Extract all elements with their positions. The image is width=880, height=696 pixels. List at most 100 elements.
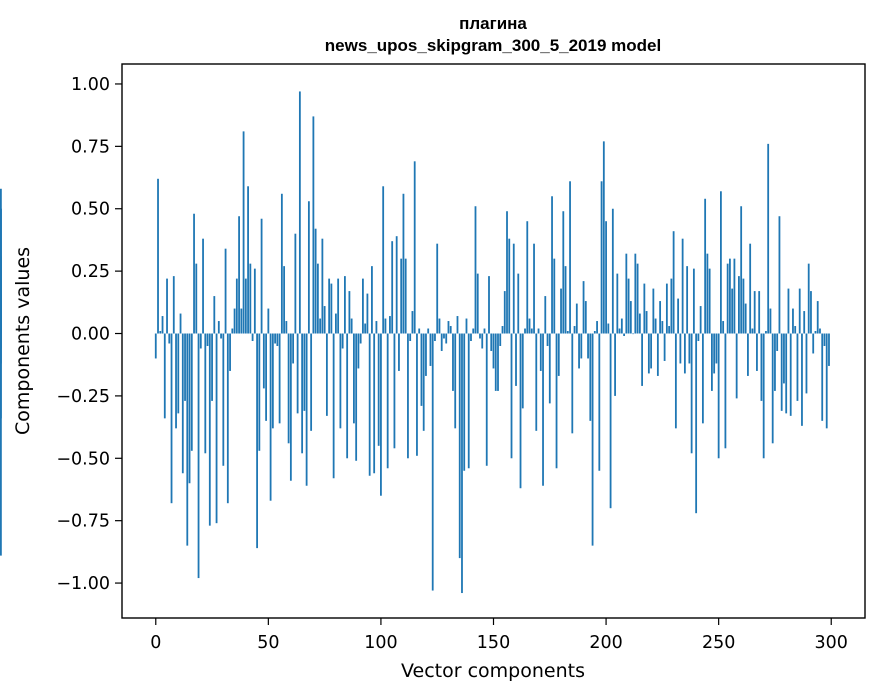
bar-264 <box>749 243 752 334</box>
bar-92 <box>362 278 364 334</box>
bar-15 <box>188 333 191 484</box>
bar-208 <box>623 333 625 337</box>
bar-281 <box>787 288 790 334</box>
bar-137 <box>463 333 466 471</box>
bar-254 <box>726 263 729 334</box>
bar-94 <box>366 293 369 334</box>
bar-183 <box>566 331 569 334</box>
bar-86 <box>348 291 351 334</box>
bar-148 <box>488 276 490 334</box>
y-tick-label: −1.00 <box>56 574 110 594</box>
y-axis-label: Components values <box>12 247 34 435</box>
bar-284 <box>794 326 797 334</box>
bar-133 <box>454 333 457 429</box>
bar-268 <box>758 291 761 334</box>
bar-230 <box>672 231 675 334</box>
bar-177 <box>553 258 556 334</box>
bar-250 <box>717 333 720 459</box>
bar-124 <box>434 333 436 341</box>
bar-201 <box>607 323 610 334</box>
bar-288 <box>803 311 806 334</box>
bar-12 <box>181 333 184 474</box>
bar-203 <box>611 208 614 334</box>
y-tick-label: −0.75 <box>56 512 110 532</box>
bar-22 <box>204 333 207 454</box>
bar-231 <box>674 333 677 429</box>
bar-190 <box>582 281 585 334</box>
bar-46 <box>258 333 261 451</box>
bar-60 <box>289 333 292 481</box>
bar-5 <box>166 278 168 334</box>
bar-236 <box>686 266 689 334</box>
bar-215 <box>638 313 641 334</box>
bar-156 <box>506 211 508 334</box>
bar-102 <box>384 318 387 334</box>
bar-141 <box>472 328 475 334</box>
bar-224 <box>659 301 662 334</box>
bar-196 <box>596 321 598 334</box>
bar-101 <box>382 186 385 334</box>
bar-145 <box>481 333 484 349</box>
bar-151 <box>494 333 497 391</box>
bar-218 <box>645 311 648 334</box>
bar-266 <box>753 291 756 334</box>
bar-23 <box>206 333 209 346</box>
bar-175 <box>548 333 551 404</box>
bar-276 <box>776 333 779 351</box>
bar-289 <box>805 333 808 394</box>
bar-78 <box>330 283 333 334</box>
bar-286 <box>798 288 801 334</box>
chart-title-line2: news_upos_skipgram_300_5_2019 model <box>325 36 661 55</box>
chart-title-line1: плагина <box>459 14 527 33</box>
bar-105 <box>391 241 394 334</box>
bar-258 <box>735 333 738 399</box>
bar-168 <box>533 243 535 334</box>
bar-40 <box>244 278 247 334</box>
bar-115 <box>413 161 416 334</box>
bar-277 <box>778 216 781 334</box>
bar-278 <box>780 333 783 411</box>
bar-209 <box>625 253 628 334</box>
y-tick-label: −0.25 <box>56 387 110 407</box>
bar-222 <box>654 318 657 334</box>
bar-192 <box>587 333 589 359</box>
y-tick-label: 1.00 <box>71 75 110 95</box>
bar-199 <box>602 141 605 334</box>
bar-130 <box>447 321 450 334</box>
bar-47 <box>260 218 263 334</box>
bar-269 <box>760 333 763 401</box>
bar-2 <box>159 331 162 334</box>
bar-273 <box>769 308 772 334</box>
bar-75 <box>323 306 326 334</box>
bar-85 <box>346 333 349 459</box>
bar-143 <box>476 273 479 334</box>
bar-65 <box>301 333 304 454</box>
bar-267 <box>756 333 758 371</box>
bar-182 <box>564 266 567 334</box>
bar-45 <box>256 333 258 549</box>
x-axis-ticks: 0 50 100 150 200 250 300 <box>150 618 848 653</box>
bar-90 <box>357 333 360 369</box>
bar-234 <box>681 238 684 334</box>
bar-39 <box>242 131 245 334</box>
bar-161 <box>517 273 520 334</box>
bar-119 <box>422 333 425 431</box>
bar-123 <box>431 333 434 591</box>
bar-290 <box>807 263 810 334</box>
bar-154 <box>501 326 504 334</box>
bar-204 <box>614 333 616 396</box>
bar-68 <box>307 201 310 334</box>
bar-28 <box>217 321 220 334</box>
bar-0 <box>154 333 157 359</box>
bar-180 <box>560 288 562 334</box>
bar-147 <box>485 333 488 466</box>
bar-82 <box>339 333 342 429</box>
bar-238 <box>690 333 693 454</box>
bar-247 <box>711 333 713 391</box>
bar-113 <box>409 333 412 341</box>
y-tick-label: 0.50 <box>71 200 110 220</box>
bar-275 <box>774 333 776 391</box>
bar-59 <box>287 333 290 444</box>
bar-257 <box>733 258 736 334</box>
bar-104 <box>389 316 391 334</box>
